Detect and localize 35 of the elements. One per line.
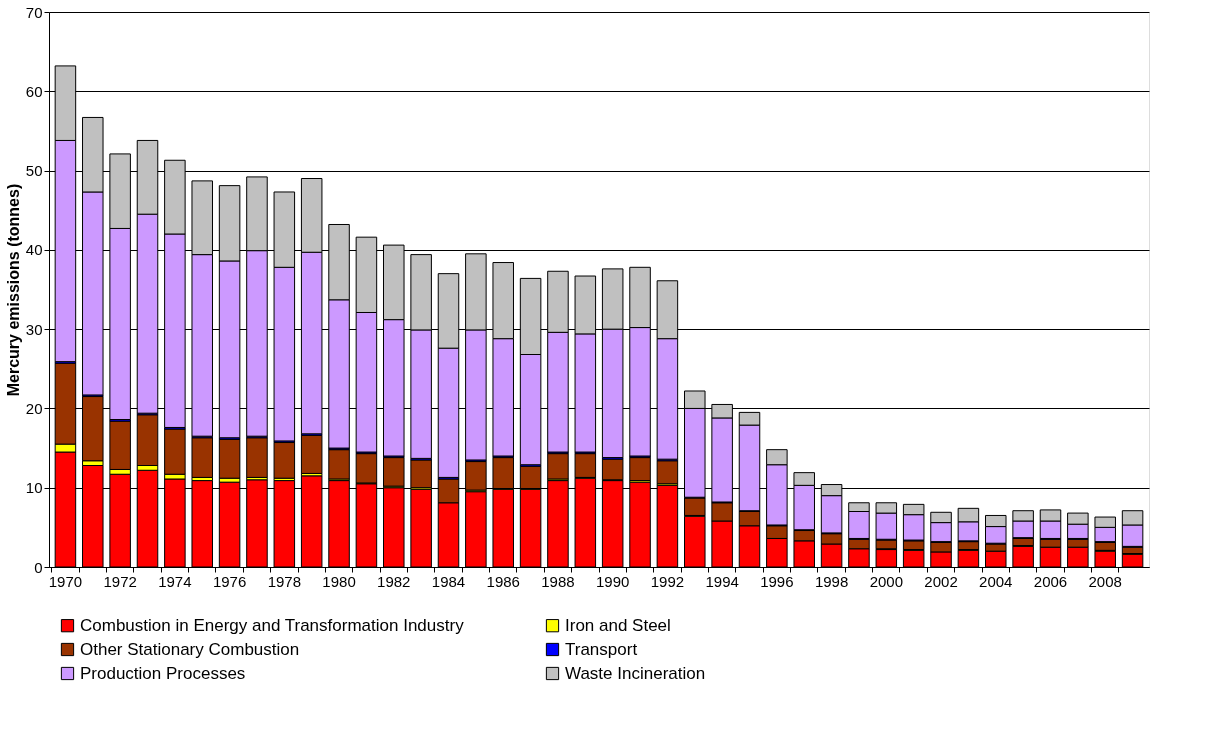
x-tick-label: 1992 (650, 572, 685, 590)
x-tick-label: 2006 (1033, 572, 1068, 590)
x-tick-label: 1998 (814, 572, 849, 590)
y-axis-title: Mercury emissions (tonnes) (4, 183, 22, 397)
y-tick-label: 0 (34, 558, 43, 576)
y-tick-label: 60 (25, 82, 43, 100)
x-tick-label: 1986 (486, 572, 520, 590)
legend-label: Combustion in Energy and Transformation Industry (80, 615, 465, 635)
legend-label: Other Stationary Combustion (80, 639, 300, 659)
x-tick-label: 2000 (869, 572, 903, 590)
x-tick-label: 1996 (760, 572, 794, 590)
x-tick-label: 1972 (103, 572, 137, 590)
legend-label: Waste Incineration (565, 663, 706, 683)
x-tick-label: 1994 (705, 572, 739, 590)
y-tick-label: 30 (25, 320, 43, 338)
legend-label: Production Processes (80, 663, 246, 683)
legend-label: Iron and Steel (565, 615, 671, 635)
y-tick-label: 20 (25, 399, 43, 417)
x-tick-label: 2004 (979, 572, 1013, 590)
x-tick-label: 1976 (212, 572, 247, 590)
x-tick-label: 1970 (48, 572, 83, 590)
x-tick-label: 1980 (322, 572, 356, 590)
legend-label: Transport (565, 639, 638, 659)
y-tick-label: 40 (25, 241, 43, 259)
x-tick-label: 1984 (431, 572, 466, 590)
x-tick-label: 1990 (595, 572, 630, 590)
y-tick-label: 50 (25, 162, 43, 180)
x-tick-label: 2002 (924, 572, 958, 590)
y-tick-label: 10 (25, 479, 43, 497)
x-tick-label: 1974 (158, 572, 192, 590)
x-tick-label: 1978 (267, 572, 302, 590)
x-tick-label: 1982 (377, 572, 411, 590)
y-tick-label: 70 (25, 3, 43, 21)
x-tick-label: 1988 (541, 572, 575, 590)
x-tick-label: 2008 (1088, 572, 1122, 590)
